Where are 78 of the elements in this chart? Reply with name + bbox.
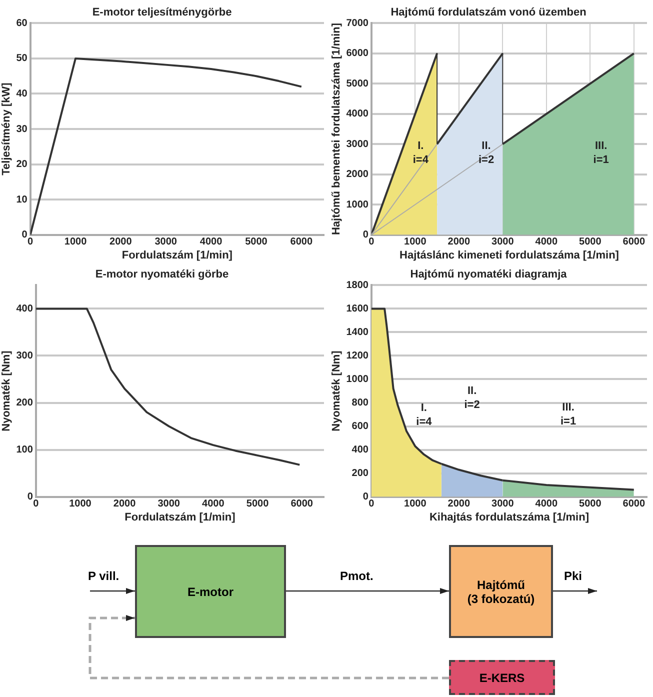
x-tick-label: 1000 [404, 236, 427, 248]
x-axis-title: Kihajtás fordulatszáma [1/min] [429, 511, 590, 524]
x-tick-label: 3000 [492, 236, 514, 248]
y-axis-title: Teljesítmény [kW] [0, 82, 13, 176]
x-tick-label: 5000 [246, 498, 270, 510]
y-tick-label: 1000 [346, 199, 369, 210]
y-tick-label: 7000 [346, 18, 369, 29]
annotation: II. i=2 [464, 384, 480, 411]
x-tick-label: 6000 [622, 236, 646, 248]
annotation: III. i=1 [593, 140, 609, 166]
storage-block: E-KERS [449, 660, 555, 695]
y-tick-label: 4000 [346, 108, 369, 120]
x-tick-label: 1000 [404, 498, 427, 510]
x-tick-label: 6000 [622, 498, 646, 510]
y-tick-label: 200 [16, 398, 34, 409]
y-tick-label: 0 [362, 230, 369, 241]
y-axis-title: Nyomaték [Nm] [330, 350, 343, 432]
y-tick-label: 5000 [346, 78, 369, 90]
y-tick-label: 300 [16, 350, 34, 362]
y-tick-label: 0 [22, 230, 28, 241]
x-tick-label: 1000 [69, 498, 92, 510]
x-tick-label: 2000 [448, 236, 470, 248]
y-tick-label: 50 [16, 53, 28, 64]
annotation: I. i=4 [412, 140, 430, 166]
x-tick-label: 4000 [535, 236, 558, 248]
y-tick-label: 0 [362, 492, 369, 503]
x-tick-label: 6000 [290, 236, 313, 248]
x-tick-label: 2000 [113, 498, 136, 510]
y-tick-label: 100 [16, 444, 34, 456]
chart-title: E-motor teljesítménygörbe [92, 6, 232, 19]
y-tick-label: 800 [352, 398, 369, 409]
y-tick-label: 2000 [346, 169, 369, 180]
y-tick-label: 200 [352, 468, 369, 480]
y-tick-label: 1000 [346, 374, 369, 385]
y-tick-label: 6000 [346, 48, 369, 60]
x-tick-label: 5000 [579, 236, 602, 248]
x-tick-label: 5000 [245, 236, 268, 248]
y-tick-label: 400 [352, 444, 369, 456]
y-tick-label: 20 [16, 159, 28, 170]
chart-title: Hajtómű nyomatéki diagramja [410, 268, 568, 281]
y-tick-label: 60 [16, 18, 28, 29]
annotation: I. i=4 [416, 402, 433, 428]
y-tick-label: 400 [16, 303, 34, 314]
x-tick-label: 2000 [448, 498, 470, 510]
text: P vill. [88, 569, 120, 583]
x-tick-label: 4000 [202, 498, 225, 510]
y-axis-title: Hajtómű bementei fordulatszáma [1/min] [330, 22, 343, 236]
x-tick-label: 2000 [110, 236, 132, 248]
x-axis-title: Fordulatszám [1/min] [124, 511, 236, 524]
annotation: II. i=2 [478, 140, 494, 166]
y-tick-label: 3000 [346, 138, 369, 150]
x-tick-label: 3000 [158, 498, 180, 510]
y-tick-label: 1200 [346, 350, 369, 362]
chart-title: Hajtómű fordulatszám vonó üzemben [390, 6, 587, 19]
y-tick-label: 600 [352, 421, 369, 432]
y-tick-label: 0 [27, 492, 34, 503]
x-tick-label: 5000 [579, 498, 602, 510]
annotation: III. i=1 [560, 401, 576, 428]
x-axis-title: Hajtáslánc kimeneti fordulatszáma [1/min] [399, 249, 620, 262]
y-tick-label: 1400 [346, 326, 369, 338]
x-tick-label: 1000 [64, 236, 88, 248]
y-tick-label: 30 [16, 124, 28, 135]
x-tick-label: 4000 [535, 498, 558, 510]
text: Pki [564, 569, 582, 583]
motor-block: E-motor [135, 545, 286, 638]
x-tick-label: 3000 [492, 498, 514, 510]
x-axis-title: Fordulatszám [1/min] [122, 249, 233, 262]
y-axis-title: Nyomaték [Nm] [0, 350, 13, 432]
x-tick-label: 3000 [154, 236, 178, 248]
y-tick-label: 10 [16, 194, 28, 206]
y-tick-label: 40 [16, 88, 28, 100]
chart-title: E-motor nyomatéki görbe [95, 268, 229, 281]
y-tick-label: 1600 [346, 303, 369, 314]
x-tick-label: 4000 [200, 236, 223, 248]
gearbox-block: Hajtómű (3 fokozatú) [449, 545, 553, 638]
text: Pmot. [340, 569, 374, 583]
x-tick-label: 6000 [290, 498, 314, 510]
y-tick-label: 1800 [346, 280, 369, 291]
